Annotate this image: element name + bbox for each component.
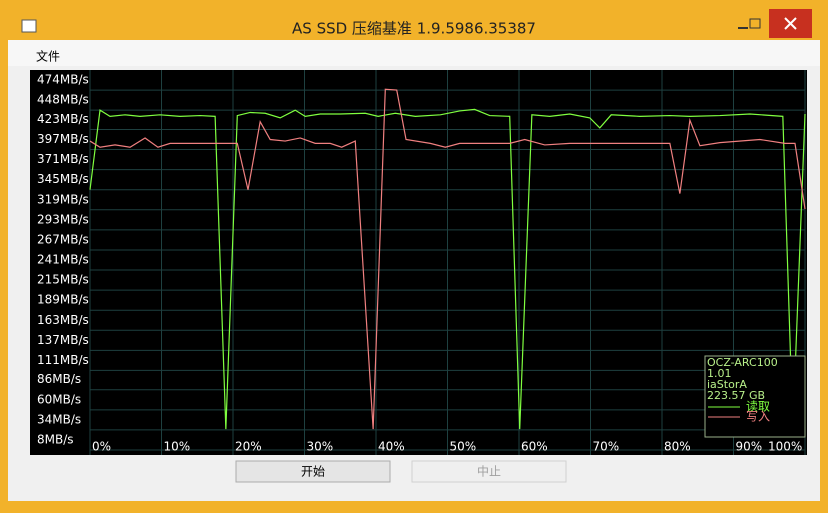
x-tick-label: 30% (307, 440, 334, 454)
x-tick-label: 0% (92, 440, 111, 454)
series-line (89, 108, 806, 430)
x-tick-label: 100% (768, 440, 802, 454)
y-tick-label: 189MB/s (37, 293, 89, 307)
plot: 474MB/s 448MB/s 423MB/s 397MB/s 371MB/s 345MB… (37, 70, 806, 455)
y-tick-label: 60MB/s (37, 392, 81, 406)
y-tick-label: 423MB/s (37, 112, 89, 126)
close-icon (784, 17, 797, 30)
chart-area (30, 70, 807, 455)
x-tick-label: 80% (664, 440, 691, 454)
y-tick-label: 267MB/s (37, 232, 89, 246)
start-label: 开始 (301, 465, 325, 479)
y-tick-label: 345MB/s (37, 172, 89, 186)
maximize[interactable] (749, 18, 761, 29)
y-tick-label: 474MB/s (37, 73, 89, 87)
y-tick-label: 448MB/s (37, 93, 89, 107)
y-tick-label: 215MB/s (37, 273, 89, 287)
y-tick-label: 163MB/s (37, 313, 89, 327)
y-tick-label: 8MB/s (37, 432, 74, 446)
stop-button[interactable] (411, 460, 567, 483)
y-tick-label: 111MB/s (37, 353, 89, 367)
x-tick-label: 90% (736, 440, 763, 454)
menu-item[interactable]: 文件 (36, 49, 60, 64)
y-tick-label: 371MB/s (37, 152, 89, 166)
x-tick-label: 70% (593, 440, 620, 454)
legend-info: iaStorA (707, 378, 747, 391)
legend-info: 1.01 (707, 367, 732, 380)
legend-entry: 读取 (746, 400, 770, 414)
start-button[interactable] (235, 460, 391, 483)
app-icon (21, 19, 37, 33)
window-title: AS SSD 压缩基准 1.9.5986.35387 (292, 20, 536, 38)
menu-bar (8, 40, 820, 66)
x-tick-label: 60% (521, 440, 548, 454)
y-tick-label: 319MB/s (37, 192, 89, 206)
y-tick-label: 34MB/s (37, 412, 81, 426)
legend-entry: 写入 (746, 410, 770, 424)
y-tick-label: 241MB/s (37, 253, 89, 267)
legend-info: 223.57 GB (707, 389, 765, 402)
legend-info: OCZ-ARC100 (707, 356, 778, 369)
y-tick-label: 293MB/s (37, 212, 89, 226)
series-line (89, 88, 806, 430)
x-tick-label: 10% (164, 440, 191, 454)
y-tick-label: 397MB/s (37, 132, 89, 146)
stop-label: 中止 (477, 464, 501, 479)
legend-box (704, 355, 806, 438)
x-tick-label: 50% (450, 440, 477, 454)
y-tick-label: 86MB/s (37, 372, 81, 386)
x-tick-label: 20% (235, 440, 262, 454)
y-tick-label: 137MB/s (37, 333, 89, 347)
x-tick-label: 40% (378, 440, 405, 454)
